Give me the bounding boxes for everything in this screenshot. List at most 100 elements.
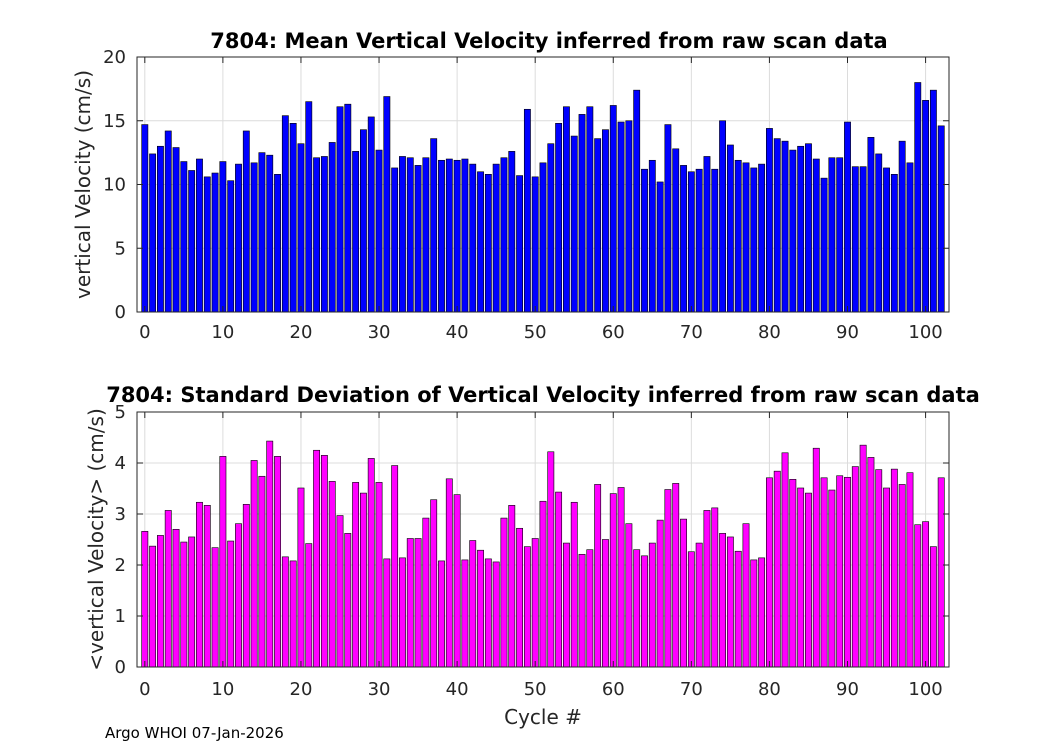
bar-cycle-20: [297, 487, 305, 668]
bar-cycle-82: [781, 452, 789, 668]
bar-cycle-32: [391, 465, 399, 668]
bar-cycle-17: [274, 456, 281, 668]
bar-cycle-92: [859, 444, 867, 668]
y-tick-label: 3: [115, 504, 126, 525]
x-tick-label: 100: [908, 322, 942, 343]
bar-cycle-49: [523, 108, 531, 313]
bar-cycle-94: [875, 153, 883, 313]
bar-cycle-1: [149, 153, 157, 313]
bar-cycle-29: [367, 458, 375, 668]
bar-cycle-31: [383, 96, 391, 313]
x-tick-label: 40: [446, 679, 469, 700]
bar-cycle-92: [859, 166, 867, 313]
bar-cycle-28: [359, 492, 367, 668]
bar-cycle-46: [500, 157, 508, 313]
bar-cycle-35: [414, 165, 422, 313]
bar-cycle-77: [742, 162, 750, 313]
x-tick-label: 70: [680, 679, 703, 700]
bar-cycle-73: [711, 507, 719, 668]
bar-cycle-97: [898, 140, 906, 313]
bar-cycle-26: [344, 533, 352, 668]
bar-cycle-9: [211, 547, 219, 668]
x-tick-label: 60: [602, 679, 625, 700]
bar-cycle-94: [875, 469, 883, 668]
bar-cycle-18: [281, 115, 289, 313]
bar-cycle-55: [570, 501, 578, 668]
bar-cycle-60: [609, 105, 617, 313]
bar-cycle-62: [625, 523, 633, 668]
x-tick-label: 40: [446, 322, 469, 343]
bar-cycle-57: [586, 549, 594, 668]
bar-cycle-49: [523, 546, 531, 668]
bar-cycle-7: [196, 501, 203, 668]
bar-cycle-59: [602, 539, 609, 668]
bar-cycle-85: [805, 492, 812, 668]
bar-cycle-78: [750, 559, 758, 668]
bar-cycle-25: [336, 515, 344, 668]
bar-cycle-96: [890, 174, 898, 313]
bar-cycle-35: [414, 538, 422, 668]
bar-cycle-44: [484, 558, 492, 668]
bar-cycle-27: [352, 482, 360, 668]
bar-cycle-22: [313, 157, 321, 313]
bar-cycle-45: [492, 163, 500, 313]
bar-cycle-82: [781, 140, 789, 313]
bar-cycle-58: [594, 484, 602, 668]
y-axis-label: <vertical Velocity> (cm/s): [84, 408, 108, 671]
bar-cycle-14: [250, 162, 258, 313]
bar-cycle-69: [680, 518, 687, 668]
bar-cycle-80: [765, 477, 773, 668]
bar-cycle-41: [461, 559, 469, 668]
bar-cycle-37: [430, 138, 438, 313]
bar-cycle-19: [289, 123, 297, 313]
bar-cycle-26: [344, 103, 352, 313]
bar-cycle-80: [765, 128, 773, 313]
bar-cycle-0: [141, 531, 149, 668]
y-tick-label: 5: [115, 238, 126, 259]
bar-cycle-32: [391, 167, 399, 313]
bar-cycle-22: [313, 449, 321, 668]
x-tick-label: 20: [290, 322, 313, 343]
bar-cycle-63: [633, 89, 641, 313]
mean-velocity-plot: 0 10 20 30 40 50 60 70 80 90 100 0 5 10 15 20 7804: Mean…: [71, 29, 950, 343]
bar-cycle-88: [828, 157, 836, 313]
bar-cycle-16: [266, 440, 274, 668]
bar-cycle-40: [453, 159, 461, 313]
y-tick-label: 4: [115, 453, 126, 474]
bar-cycle-72: [703, 510, 711, 668]
bar-cycle-36: [422, 517, 430, 668]
bar-cycle-85: [805, 143, 812, 313]
y-tick-label: 10: [103, 175, 126, 196]
bar-cycle-38: [438, 159, 445, 313]
bar-cycle-99: [914, 524, 922, 668]
x-tick-label: 90: [836, 322, 859, 343]
bar-cycle-86: [812, 158, 820, 313]
bar-cycle-91: [851, 166, 859, 313]
bar-cycle-18: [281, 556, 289, 668]
bar-cycle-19: [289, 560, 297, 668]
bar-cycle-6: [188, 536, 196, 668]
bar-cycle-36: [422, 157, 430, 313]
bar-cycle-39: [445, 478, 453, 668]
bar-cycle-60: [609, 493, 617, 668]
bar-cycle-54: [562, 542, 570, 668]
bar-cycle-33: [399, 557, 406, 668]
bar-cycle-50: [531, 176, 539, 313]
bar-cycle-41: [461, 158, 469, 313]
x-tick-label: 100: [908, 679, 942, 700]
bar-cycle-54: [562, 106, 570, 313]
bar-cycle-8: [203, 176, 211, 313]
footer-credit: Argo WHOI 07-Jan-2026: [105, 724, 284, 742]
bar-cycle-29: [367, 116, 375, 313]
bar-cycle-8: [203, 505, 211, 668]
bar-cycle-20: [297, 143, 305, 313]
bar-cycle-28: [359, 129, 367, 313]
bar-cycle-38: [438, 560, 445, 668]
x-tick-label: 80: [758, 322, 781, 343]
y-tick-label: 5: [115, 402, 126, 423]
bar-cycle-15: [258, 475, 266, 668]
bar-cycle-95: [883, 487, 890, 668]
bar-cycle-102: [937, 125, 945, 313]
bar-cycle-23: [320, 455, 328, 668]
bar-cycle-17: [274, 174, 281, 313]
